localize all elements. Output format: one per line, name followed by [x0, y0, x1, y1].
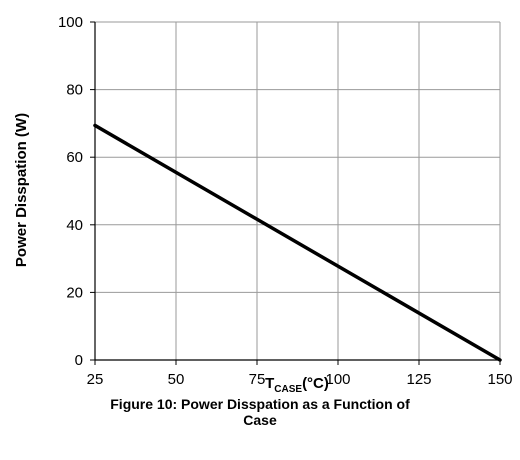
x-tick-label-5: 150: [487, 371, 512, 388]
axes: [90, 21, 501, 365]
x-axis-title: TCASE(°C): [265, 375, 329, 395]
y-tick-label-5: 100: [58, 14, 83, 31]
grid: [95, 21, 501, 360]
y-tick-label-0: 0: [75, 352, 83, 369]
y-tick-label-4: 80: [66, 82, 83, 99]
x-axis-title-subscript: CASE: [274, 384, 302, 395]
x-tick-label-1: 50: [168, 371, 185, 388]
tick-labels: 25 50 75 100 125 150 0 20 40 60 80 100: [58, 14, 513, 388]
figure-caption: Figure 10: Power Disspation as a Functio…: [0, 396, 520, 428]
series-layer: [93, 123, 502, 362]
x-axis-title-main: T: [265, 375, 274, 392]
figure-caption-line1: Figure 10: Power Disspation as a Functio…: [110, 396, 410, 412]
x-tick-label-3: 100: [325, 371, 350, 388]
x-tick-label-0: 25: [87, 371, 104, 388]
y-tick-label-2: 40: [66, 217, 83, 234]
x-tick-label-4: 125: [406, 371, 431, 388]
x-axis-title-unit: (°C): [302, 375, 329, 392]
y-tick-label-1: 20: [66, 284, 83, 301]
x-tick-label-2: 75: [249, 371, 266, 388]
figure-caption-line2: Case: [243, 412, 277, 428]
series-line-0: [93, 123, 502, 362]
y-axis-title: Power Disspation (W): [13, 113, 30, 267]
y-tick-label-3: 60: [66, 149, 83, 166]
